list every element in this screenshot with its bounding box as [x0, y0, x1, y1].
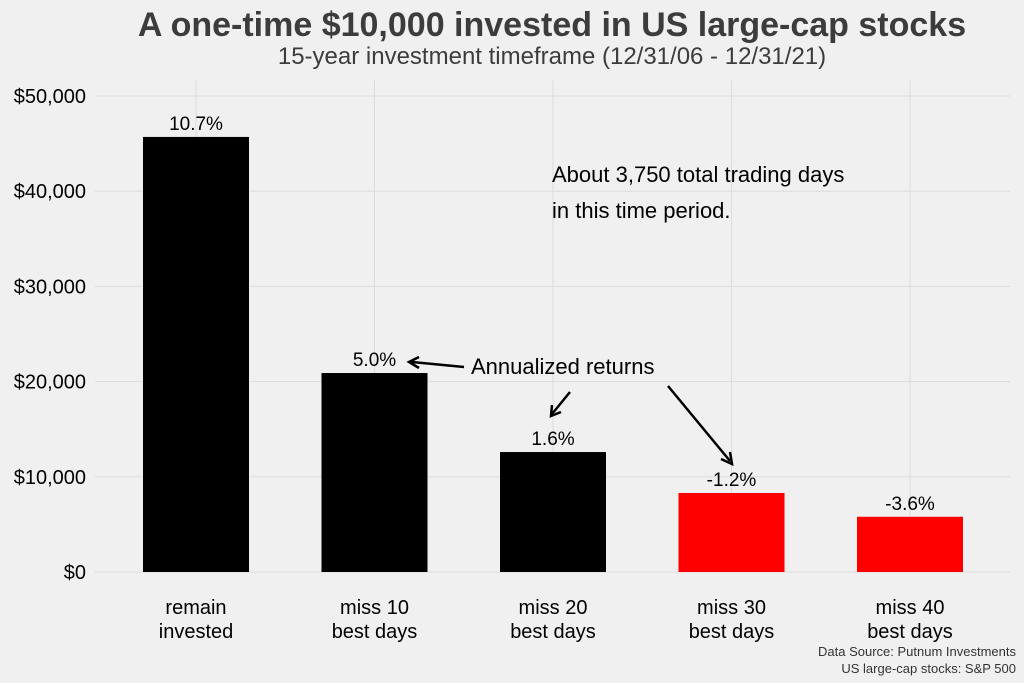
x-tick-label: best days	[332, 621, 418, 643]
chart-title: A one-time $10,000 invested in US large-…	[138, 6, 966, 44]
y-tick-label: $40,000	[14, 181, 86, 203]
bar-value-label: 1.6%	[531, 429, 574, 450]
trading-days-note-line-1: About 3,750 total trading days	[552, 162, 844, 187]
x-tick-label: miss 20	[519, 597, 588, 619]
arrow-to-miss-30	[667, 385, 731, 462]
y-axis-ticks: $0 $10,000 $20,000 $30,000 $40,000 $50,000	[14, 86, 86, 584]
x-tick-label: invested	[159, 621, 234, 643]
bar	[500, 452, 606, 572]
y-tick-label: $0	[64, 562, 86, 584]
arrow-head-miss-30	[720, 451, 734, 467]
trading-days-note-line-2: in this time period.	[552, 198, 731, 223]
y-tick-label: $50,000	[14, 86, 86, 108]
x-tick-label: miss 30	[697, 597, 766, 619]
bar-value-labels: 10.7% 5.0% 1.6% -1.2% -3.6%	[169, 114, 935, 515]
arrow-to-miss-10	[411, 360, 465, 369]
x-tick-label: best days	[689, 621, 775, 643]
x-tick-label: miss 10	[340, 597, 409, 619]
annualized-returns-annotation: Annualized returns	[471, 354, 654, 379]
arrow-to-miss-20	[551, 391, 571, 415]
y-tick-label: $20,000	[14, 372, 86, 394]
bar-value-label: 10.7%	[169, 114, 223, 135]
bar-value-label: -1.2%	[707, 470, 757, 491]
arrow-head-miss-20	[549, 404, 562, 418]
bar	[857, 516, 963, 572]
bar-value-label: 5.0%	[353, 350, 396, 371]
chart-subtitle: 15-year investment timeframe (12/31/06 -…	[278, 43, 826, 70]
bar	[143, 136, 249, 572]
bar	[678, 492, 785, 572]
x-tick-label: miss 40	[876, 597, 945, 619]
x-tick-label: best days	[510, 621, 596, 643]
source-line-2: US large-cap stocks: S&P 500	[841, 661, 1016, 676]
bars	[143, 136, 963, 572]
x-tick-label: best days	[867, 621, 953, 643]
bar-value-label: -3.6%	[885, 494, 935, 515]
bar	[321, 373, 428, 572]
x-tick-label: remain	[165, 597, 226, 619]
y-tick-label: $10,000	[14, 467, 86, 489]
annotation-arrows	[406, 355, 734, 467]
y-tick-label: $30,000	[14, 276, 86, 298]
source-line-1: Data Source: Putnum Investments	[818, 644, 1016, 659]
arrow-head-miss-10	[406, 355, 420, 370]
